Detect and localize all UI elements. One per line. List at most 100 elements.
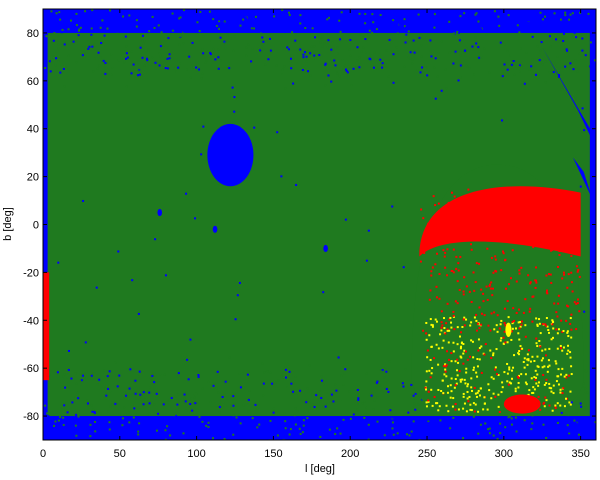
speckle-point — [349, 39, 352, 42]
yellow-point — [490, 356, 493, 359]
yellow-point — [430, 388, 433, 391]
speckle-point — [196, 21, 199, 24]
speckle-point — [177, 393, 180, 396]
speckle-point — [584, 387, 587, 390]
speckle-point — [246, 373, 249, 376]
speckle-point — [192, 434, 195, 437]
red-spot-lower — [503, 394, 541, 414]
yellow-point — [456, 358, 459, 361]
speckle-point — [427, 422, 430, 425]
y-tick-label: -20 — [23, 267, 39, 279]
yellow-point — [467, 400, 470, 403]
speckle-point — [127, 411, 130, 414]
speckle-point — [581, 37, 584, 40]
yellow-point — [448, 329, 451, 332]
yellow-point — [450, 321, 453, 324]
yellow-point — [565, 397, 568, 400]
speckle-point — [367, 438, 370, 440]
yellow-point — [546, 370, 549, 373]
speckle-point — [162, 423, 165, 426]
yellow-point — [569, 356, 572, 359]
yellow-point — [518, 338, 521, 341]
yellow-point — [470, 339, 473, 342]
speckle-point — [341, 72, 344, 75]
speckle-point — [365, 372, 368, 375]
yellow-point — [469, 355, 472, 358]
red-point — [462, 290, 465, 293]
speckle-point — [217, 391, 220, 394]
speckle-point — [532, 418, 535, 421]
speckle-point — [402, 385, 405, 388]
speckle-point — [309, 52, 312, 55]
red-point — [520, 266, 523, 269]
speckle-point — [473, 73, 476, 76]
speckle-point — [585, 406, 588, 409]
red-point — [478, 262, 481, 265]
speckle-point — [121, 424, 124, 427]
red-point — [465, 285, 468, 288]
speckle-point — [290, 67, 293, 70]
speckle-point — [518, 65, 521, 68]
speckle-point — [224, 30, 227, 33]
speckle-point — [299, 389, 302, 392]
red-point — [555, 211, 558, 214]
yellow-point — [472, 356, 475, 359]
plot-area — [43, 9, 596, 440]
speckle-point — [402, 266, 405, 269]
red-point — [557, 302, 560, 305]
speckle-point — [301, 438, 304, 440]
yellow-point — [504, 341, 507, 344]
red-point — [443, 213, 446, 216]
red-point — [458, 288, 461, 291]
speckle-point — [452, 35, 455, 38]
speckle-point — [99, 26, 102, 29]
red-point — [558, 250, 561, 253]
yellow-point — [431, 367, 434, 370]
speckle-point — [163, 373, 166, 376]
red-point — [480, 288, 483, 291]
yellow-point — [526, 363, 529, 366]
speckle-point — [100, 41, 103, 44]
speckle-point — [401, 25, 404, 28]
speckle-point — [182, 42, 185, 45]
red-point — [494, 255, 497, 258]
yellow-point — [478, 358, 481, 361]
speckle-point — [264, 63, 267, 66]
speckle-point — [531, 74, 534, 77]
speckle-point — [225, 425, 228, 428]
yellow-point — [539, 345, 542, 348]
speckle-point — [260, 48, 263, 51]
speckle-point — [62, 375, 65, 378]
speckle-point — [408, 434, 411, 437]
speckle-point — [195, 66, 198, 69]
speckle-point — [101, 19, 104, 22]
speckle-point — [349, 54, 352, 57]
speckle-point — [275, 64, 278, 67]
yellow-point — [535, 382, 538, 385]
red-point — [463, 276, 466, 279]
speckle-point — [502, 15, 505, 18]
speckle-point — [137, 312, 140, 315]
speckle-point — [183, 393, 186, 396]
yellow-point — [556, 332, 559, 335]
speckle-point — [552, 71, 555, 74]
speckle-point — [498, 438, 501, 440]
red-point — [576, 302, 579, 305]
speckle-point — [336, 46, 339, 49]
speckle-point — [238, 281, 241, 284]
speckle-point — [407, 30, 410, 33]
speckle-point — [105, 394, 108, 397]
yellow-point — [552, 392, 555, 395]
speckle-point — [155, 429, 158, 432]
speckle-point — [385, 370, 388, 373]
speckle-point — [389, 409, 392, 412]
speckle-point — [209, 53, 212, 56]
red-point — [518, 327, 521, 330]
red-point — [571, 290, 574, 293]
speckle-point — [504, 426, 507, 429]
speckle-point — [575, 422, 578, 425]
speckle-point — [509, 54, 512, 57]
speckle-point — [288, 48, 291, 51]
speckle-point — [583, 392, 586, 395]
red-point — [452, 223, 455, 226]
